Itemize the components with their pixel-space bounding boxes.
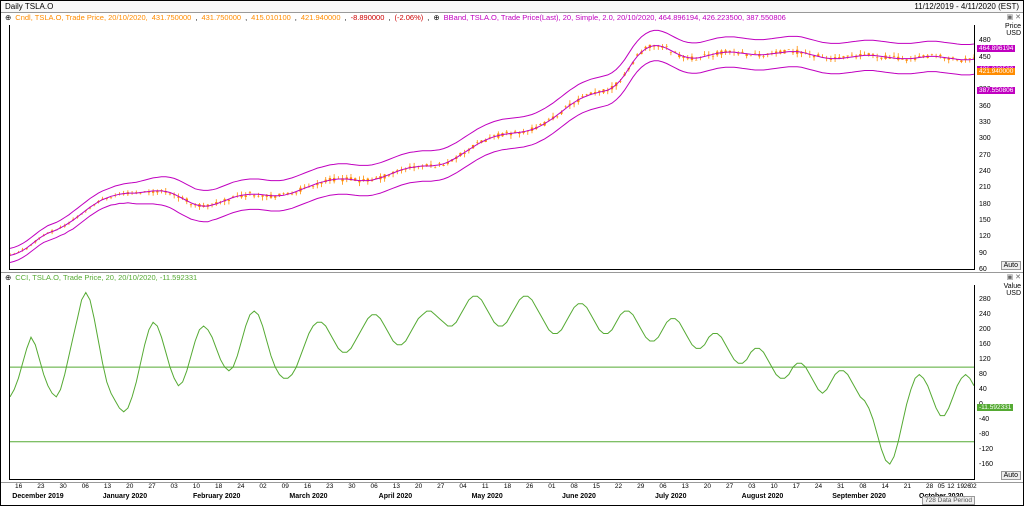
cci-y-axis: Value USD -160-120-80-400408012016020024… [977,285,1023,480]
x-tick-day: 27 [437,483,444,490]
x-tick-day: 06 [82,483,89,490]
x-tick-day: 05 [938,483,945,490]
y-title: Price USD [1005,23,1021,37]
chart-title: Daily TSLA.O [5,2,53,11]
x-tick-day: 24 [815,483,822,490]
cci-legend: ⊕ CCI, TSLA.O, Trade Price, 20, 20/10/20… [5,273,199,282]
price-tag: 387.550806 [977,87,1015,94]
x-tick-day: 30 [59,483,66,490]
x-tick-month: May 2020 [472,493,503,500]
x-tick-day: 01 [548,483,555,490]
x-tick-day: 03 [748,483,755,490]
x-tick-month: February 2020 [193,493,240,500]
x-tick-day: 20 [126,483,133,490]
x-tick-day: 27 [726,483,733,490]
legend-icon: ⊕ [433,13,439,22]
x-tick-day: 02 [969,483,976,490]
x-tick-day: 26 [526,483,533,490]
x-tick-day: 30 [348,483,355,490]
price-legend: ⊕ Cndl, TSLA.O, Trade Price, 20/10/2020,… [5,13,788,22]
x-tick-month: September 2020 [832,493,886,500]
x-tick-day: 08 [570,483,577,490]
price-tag: 421.940000 [977,68,1015,75]
x-tick-day: 18 [504,483,511,490]
time-axis: 16 23 30 06 13 20 27 03 10 18 24 02 09 16 23 30 06 13 20 27… [1,483,1023,505]
x-tick-month: June 2020 [562,493,596,500]
y-title: Value USD [1004,283,1021,297]
price-panel: ⊕ Cndl, TSLA.O, Trade Price, 20/10/2020,… [1,13,1023,273]
x-tick-month: July 2020 [655,493,687,500]
chart-header: Daily TSLA.O 11/12/2019 - 4/11/2020 (EST… [1,1,1023,13]
x-tick-day: 28 [926,483,933,490]
x-tick-day: 04 [459,483,466,490]
x-tick-day: 24 [237,483,244,490]
cci-chart-area[interactable] [9,285,975,480]
price-chart-area[interactable] [9,25,975,270]
price-tag: 464.896194 [977,45,1015,52]
x-tick-day: 31 [837,483,844,490]
x-tick-day: 13 [682,483,689,490]
x-tick-day: 16 [304,483,311,490]
auto-scale-button[interactable]: Auto [1001,261,1021,270]
x-tick-day: 15 [593,483,600,490]
x-tick-day: 23 [37,483,44,490]
x-tick-day: 06 [371,483,378,490]
x-tick-day: 10 [193,483,200,490]
x-tick-day: 21 [904,483,911,490]
x-tick-day: 23 [326,483,333,490]
x-tick-day: 06 [659,483,666,490]
data-period-label: 728 Data Period [922,496,975,505]
x-tick-month: April 2020 [379,493,412,500]
cci-panel: ⊕ CCI, TSLA.O, Trade Price, 20, 20/10/20… [1,273,1023,483]
date-range: 11/12/2019 - 4/11/2020 (EST) [914,2,1019,11]
x-tick-month: January 2020 [103,493,147,500]
x-tick-day: 09 [282,483,289,490]
x-tick-day: 27 [148,483,155,490]
x-tick-day: 22 [615,483,622,490]
x-tick-day: 20 [415,483,422,490]
price-y-axis: Price USD 609012015018021024027030033036… [977,25,1023,270]
legend-icon: ⊕ [5,273,11,282]
x-tick-day: 03 [171,483,178,490]
x-tick-day: 12 [947,483,954,490]
x-tick-month: December 2019 [12,493,63,500]
x-tick-day: 13 [104,483,111,490]
x-tick-day: 17 [793,483,800,490]
x-tick-day: 13 [393,483,400,490]
value-tag: -11.592331 [977,404,1013,411]
x-tick-day: 29 [637,483,644,490]
x-tick-day: 16 [15,483,22,490]
panel-controls[interactable]: ▣ ✕ [1007,273,1021,281]
x-tick-month: August 2020 [742,493,784,500]
x-tick-day: 10 [770,483,777,490]
x-tick-day: 02 [259,483,266,490]
auto-scale-button[interactable]: Auto [1001,471,1021,480]
x-tick-day: 18 [215,483,222,490]
legend-icon: ⊕ [5,13,11,22]
x-tick-day: 14 [882,483,889,490]
panel-controls[interactable]: ▣ ✕ [1007,13,1021,21]
x-tick-day: 20 [704,483,711,490]
x-tick-day: 11 [482,483,489,490]
x-tick-day: 08 [859,483,866,490]
x-tick-month: March 2020 [289,493,327,500]
